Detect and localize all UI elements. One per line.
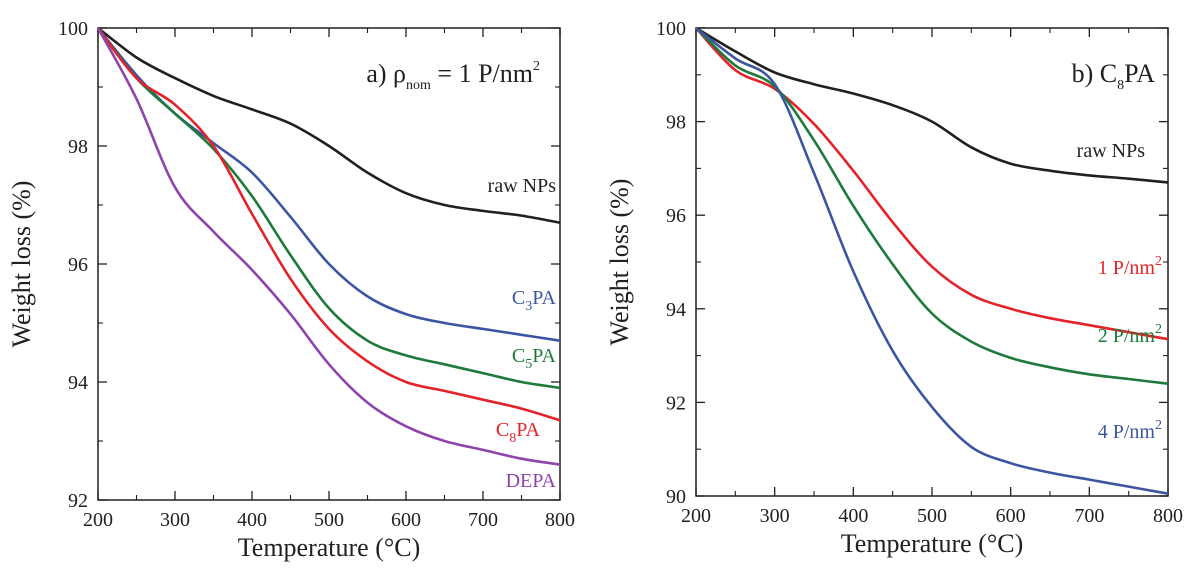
series-line-3 — [695, 26, 1169, 495]
y-tick-label: 92 — [666, 392, 686, 414]
x-tick-label: 800 — [545, 509, 575, 531]
x-tick-label: 400 — [838, 505, 868, 527]
panel-title: a) ρnom = 1 P/nm2 — [366, 59, 540, 93]
y-tick-label: 96 — [666, 205, 686, 227]
x-tick-label: 800 — [1153, 505, 1183, 527]
x-tick-label: 600 — [391, 509, 421, 531]
series-label-3: 4 P/nm2 — [1098, 418, 1162, 443]
y-tick-label: 98 — [68, 136, 88, 158]
x-tick-label: 700 — [1074, 505, 1104, 527]
y-tick-label: 92 — [68, 490, 88, 512]
y-tick-label: 96 — [68, 254, 88, 276]
series-line-3 — [96, 27, 561, 422]
chart-panel-b: 200 300 400 500 600 700 800 90 92 94 96 98 100 Temper… — [605, 18, 1183, 558]
x-tick-label: 500 — [917, 505, 947, 527]
series-label-1: 1 P/nm2 — [1098, 254, 1162, 279]
series-line-2 — [96, 27, 561, 390]
y-axis-title: Weight loss (%) — [7, 181, 36, 348]
x-tick-label: 200 — [681, 505, 711, 527]
series-label-2: C5PA — [512, 345, 557, 372]
x-tick-label: 300 — [760, 505, 790, 527]
y-tick-label: 100 — [58, 18, 88, 40]
x-tick-label: 300 — [160, 509, 190, 531]
series-label-3: C8PA — [496, 419, 541, 446]
y-tick-label: 94 — [666, 299, 686, 321]
x-tick-label: 200 — [83, 509, 113, 531]
x-tick-label: 600 — [996, 505, 1026, 527]
y-tick-label: 100 — [656, 18, 686, 40]
x-axis-title: Temperature (°C) — [841, 529, 1024, 558]
panel-title: b) C8PA — [1072, 59, 1156, 93]
series-label-1: C3PA — [512, 287, 557, 314]
y-tick-label: 90 — [666, 486, 686, 508]
series-line-1 — [695, 27, 1169, 341]
y-tick-label: 98 — [666, 112, 686, 134]
y-tick-label: 94 — [68, 372, 88, 394]
chart-panel-a: 200 300 400 500 600 700 800 92 94 96 98 100 Temperat… — [7, 18, 575, 562]
series-label-0: raw NPs — [488, 175, 557, 197]
series-label-4: DEPA — [506, 470, 557, 492]
series-label-2: 2 P/nm2 — [1098, 322, 1162, 347]
y-axis-title: Weight loss (%) — [605, 179, 634, 346]
x-tick-label: 500 — [314, 509, 344, 531]
series-label-0: raw NPs — [1077, 140, 1146, 162]
x-axis-title: Temperature (°C) — [238, 533, 421, 562]
series-line-0 — [97, 26, 561, 224]
x-tick-label: 400 — [237, 509, 267, 531]
x-tick-label: 700 — [468, 509, 498, 531]
series-line-4 — [96, 27, 561, 466]
series-line-0 — [695, 26, 1169, 184]
